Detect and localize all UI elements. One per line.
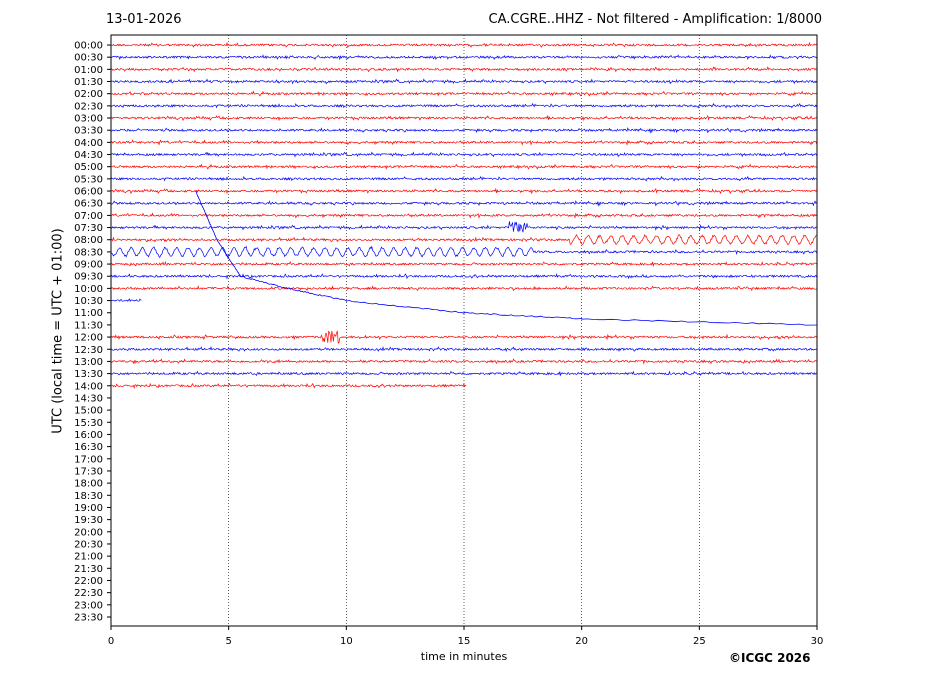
y-tick-label: 02:00 bbox=[74, 89, 103, 100]
y-tick-label: 22:00 bbox=[74, 576, 103, 587]
trace-0530 bbox=[110, 175, 817, 182]
trace-0130 bbox=[110, 78, 817, 85]
y-tick-label: 01:30 bbox=[74, 77, 103, 88]
y-tick-label: 22:30 bbox=[74, 588, 103, 599]
y-tick-label: 20:30 bbox=[74, 539, 103, 550]
y-tick-label: 10:00 bbox=[74, 284, 103, 295]
y-tick-label: 17:30 bbox=[74, 466, 103, 477]
y-tick-label: 04:00 bbox=[74, 138, 103, 149]
drift-trace bbox=[195, 190, 818, 326]
y-tick-label: 13:00 bbox=[74, 357, 103, 368]
trace-0900 bbox=[110, 260, 817, 267]
y-tick-label: 03:00 bbox=[74, 114, 103, 125]
y-tick-label: 19:00 bbox=[74, 503, 103, 514]
trace-0300 bbox=[110, 114, 817, 122]
x-tick-label: 5 bbox=[225, 636, 231, 647]
y-tick-label: 10:30 bbox=[74, 296, 103, 307]
y-tick-label: 06:00 bbox=[74, 187, 103, 198]
trace-0330 bbox=[110, 126, 817, 134]
trace-group bbox=[110, 41, 818, 390]
y-tick-label: 09:00 bbox=[74, 260, 103, 271]
x-tick-label: 25 bbox=[693, 636, 706, 647]
trace-0000 bbox=[110, 41, 817, 49]
trace-1330 bbox=[110, 370, 817, 377]
y-tick-label: 07:30 bbox=[74, 223, 103, 234]
trace-0600 bbox=[110, 187, 817, 195]
trace-1030 bbox=[111, 298, 142, 302]
y-tick-label: 01:00 bbox=[74, 65, 103, 76]
x-tick-label: 30 bbox=[811, 636, 824, 647]
x-axis-ticks: 0 5 10 15 20 25 30 bbox=[108, 626, 824, 647]
y-axis-label: UTC (local time = UTC + 01:00) bbox=[50, 228, 66, 434]
trace-0700 bbox=[110, 212, 817, 219]
trace-1200 bbox=[110, 330, 817, 344]
trace-0830 bbox=[110, 245, 817, 260]
trace-1000 bbox=[110, 285, 817, 292]
y-tick-label: 14:30 bbox=[74, 393, 103, 404]
trace-1230 bbox=[110, 345, 817, 353]
y-tick-label: 17:00 bbox=[74, 454, 103, 465]
trace-1300 bbox=[110, 358, 817, 365]
y-tick-label: 02:30 bbox=[74, 101, 103, 112]
y-tick-label: 11:30 bbox=[74, 320, 103, 331]
x-tick-label: 10 bbox=[340, 636, 353, 647]
trace-0500 bbox=[110, 163, 817, 170]
y-tick-label: 14:00 bbox=[74, 381, 103, 392]
y-tick-label: 13:30 bbox=[74, 369, 103, 380]
trace-1400 bbox=[110, 382, 467, 390]
axes-frame bbox=[110, 34, 818, 627]
y-tick-label: 18:30 bbox=[74, 491, 103, 502]
x-tick-label: 0 bbox=[108, 636, 114, 647]
chart-title: CA.CGRE..HHZ - Not filtered - Amplificat… bbox=[488, 12, 823, 27]
trace-0100 bbox=[110, 66, 817, 73]
trace-0230 bbox=[110, 102, 817, 109]
copyright-text: ©ICGC 2026 bbox=[729, 651, 811, 665]
trace-0430 bbox=[110, 151, 817, 158]
y-tick-label: 04:30 bbox=[74, 150, 103, 161]
y-tick-label: 00:00 bbox=[74, 41, 103, 52]
trace-0730 bbox=[110, 221, 817, 233]
y-tick-label: 19:30 bbox=[74, 515, 103, 526]
y-tick-label: 09:30 bbox=[74, 272, 103, 283]
y-tick-label: 06:30 bbox=[74, 199, 103, 210]
grid-lines bbox=[228, 35, 700, 626]
trace-0630 bbox=[110, 199, 817, 207]
x-tick-label: 15 bbox=[458, 636, 471, 647]
y-tick-label: 21:30 bbox=[74, 564, 103, 575]
chart-date: 13-01-2026 bbox=[106, 12, 182, 27]
y-tick-label: 08:00 bbox=[74, 235, 103, 246]
y-tick-label: 15:30 bbox=[74, 418, 103, 429]
y-tick-label: 21:00 bbox=[74, 552, 103, 563]
x-axis-label: time in minutes bbox=[420, 650, 508, 663]
y-tick-label: 12:00 bbox=[74, 333, 103, 344]
trace-0200 bbox=[110, 90, 817, 97]
y-tick-label: 05:30 bbox=[74, 174, 103, 185]
y-tick-label: 23:30 bbox=[74, 612, 103, 623]
y-tick-label: 00:30 bbox=[74, 53, 103, 64]
trace-0800 bbox=[110, 233, 817, 246]
y-tick-label: 12:30 bbox=[74, 345, 103, 356]
y-tick-label: 05:00 bbox=[74, 162, 103, 173]
y-tick-label: 16:30 bbox=[74, 442, 103, 453]
y-tick-label: 20:00 bbox=[74, 527, 103, 538]
y-tick-label: 15:00 bbox=[74, 406, 103, 417]
trace-0930 bbox=[110, 273, 817, 280]
y-tick-label: 07:00 bbox=[74, 211, 103, 222]
y-tick-label: 18:00 bbox=[74, 479, 103, 490]
y-tick-label: 08:30 bbox=[74, 247, 103, 258]
y-tick-label: 23:00 bbox=[74, 600, 103, 611]
x-tick-label: 20 bbox=[575, 636, 588, 647]
y-tick-label: 16:00 bbox=[74, 430, 103, 441]
y-tick-label: 11:00 bbox=[74, 308, 103, 319]
trace-0400 bbox=[110, 139, 817, 146]
y-tick-label: 03:30 bbox=[74, 126, 103, 137]
trace-0030 bbox=[110, 54, 817, 61]
